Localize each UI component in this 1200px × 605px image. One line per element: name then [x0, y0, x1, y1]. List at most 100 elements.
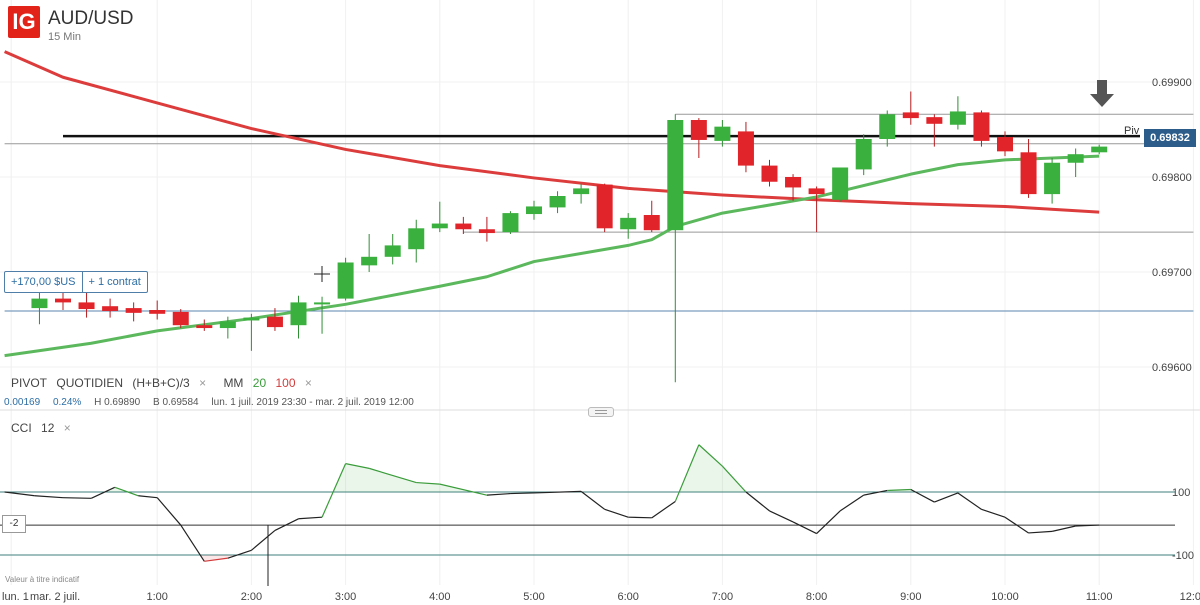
x-tick-label: 4:00: [429, 591, 450, 603]
timeframe-label[interactable]: 15 Min: [48, 31, 82, 43]
cci-line-segment: [910, 488, 935, 503]
cci-line-segment: [251, 529, 276, 551]
candle-body: [926, 117, 943, 124]
candle-body: [832, 167, 849, 200]
candle-body: [196, 325, 213, 329]
cci-line-segment: [533, 490, 582, 494]
cci-line-segment: [138, 495, 158, 499]
candle-body: [761, 165, 778, 182]
x-tick-label: 3:00: [335, 591, 356, 603]
x-tick-label: 2:00: [241, 591, 262, 603]
candle-body: [902, 112, 919, 119]
cci-line-segment: [416, 481, 440, 485]
cci-line-segment: [91, 486, 116, 499]
x-tick-label: lun. 1: [2, 591, 29, 603]
cci-name[interactable]: CCI: [11, 421, 32, 435]
cci-line-segment: [34, 495, 64, 499]
candle-body: [714, 126, 731, 141]
cci-line-segment: [227, 549, 252, 559]
levels: [4, 113, 1194, 312]
candle-body: [643, 215, 660, 231]
cci-line-segment: [4, 491, 35, 497]
candle-body: [361, 256, 378, 266]
pivot-label[interactable]: PIVOT: [11, 376, 48, 390]
cci-line-segment: [439, 483, 488, 496]
pivot-level-label: Piv: [1124, 125, 1140, 137]
candle-body: [997, 137, 1013, 152]
cci-line-segment: [204, 557, 228, 562]
cci-tick-label: -100: [1172, 550, 1194, 562]
cci-line-segment: [486, 492, 511, 496]
x-tick-label: 5:00: [523, 591, 544, 603]
x-tick-label: 1:00: [146, 591, 167, 603]
symbol-title[interactable]: AUD/USD: [48, 8, 134, 29]
x-tick-label: 8:00: [806, 591, 827, 603]
cci-tick-label: 100: [1172, 487, 1190, 499]
candles: [31, 91, 1108, 383]
y-tick-label: 0.69600: [1152, 362, 1192, 374]
cci-line-segment: [1004, 516, 1029, 534]
candle-body: [431, 223, 448, 229]
candle-body: [785, 177, 802, 188]
ig-logo: IG: [8, 6, 40, 38]
candle-body: [78, 302, 95, 310]
candle-body: [172, 311, 189, 326]
cci-legend: CCI 12 ×: [11, 421, 77, 435]
y-tick-label: 0.69700: [1152, 267, 1192, 279]
cci-line-segment: [114, 486, 139, 497]
cci-zone-fill: [333, 463, 474, 492]
position-badge[interactable]: +170,00 $US + 1 contrat: [4, 271, 148, 293]
cci-line-segment: [957, 492, 982, 510]
x-tick-label: 12:00: [1180, 591, 1200, 603]
cci-line-segment: [156, 497, 182, 526]
remove-cci-icon[interactable]: ×: [63, 421, 71, 435]
ma-slow-period: 100: [275, 376, 296, 390]
candle-body: [667, 120, 684, 231]
candle-body: [314, 302, 331, 305]
cci-zone-fill: [104, 487, 128, 492]
candle-body: [219, 321, 236, 329]
cci-period: 12: [41, 421, 55, 435]
remove-ma-icon[interactable]: ×: [304, 376, 312, 390]
cci-line-segment: [745, 491, 770, 512]
cci-line-segment: [298, 516, 323, 520]
cci-line-segment: [274, 518, 299, 531]
axes: 0.69600 0.69700 0.69800 0.69900 100 -100 lun. …: [2, 77, 1200, 603]
candle-body: [290, 302, 307, 326]
candle-body: [879, 114, 896, 139]
remove-pivot-icon[interactable]: ×: [199, 376, 207, 390]
candle-body: [596, 184, 613, 229]
x-tick-label: 7:00: [712, 591, 733, 603]
y-tick-label: 0.69800: [1152, 172, 1192, 184]
cci-line-segment: [674, 444, 700, 502]
cci-line-segment: [1051, 525, 1076, 532]
candle-body: [55, 298, 71, 303]
cci-line-segment: [62, 497, 92, 499]
cci-line-segment: [180, 524, 205, 562]
cci-line-segment: [698, 444, 723, 467]
cci-line-segment: [721, 465, 747, 493]
cci-plot: [0, 444, 1175, 586]
down-arrow-icon: [1090, 80, 1114, 107]
pivot-type: QUOTIDIEN: [56, 376, 124, 390]
candle-body: [620, 217, 637, 230]
low-value: B 0.69584: [153, 397, 199, 408]
cci-line-segment: [345, 463, 370, 469]
candle-body: [1067, 154, 1084, 163]
candle-body: [125, 308, 142, 313]
panel-resize-handle[interactable]: [588, 407, 614, 417]
position-contracts: + 1 contrat: [88, 276, 141, 288]
price-info-line: 0.00169 0.24% H 0.69890 B 0.69584 lun. 1…: [4, 397, 424, 408]
ma-label[interactable]: MM: [223, 376, 244, 390]
indicator-legend: PIVOT QUOTIDIEN (H+B+C)/3 × MM 20 100 ×: [11, 376, 318, 390]
candle-body: [102, 306, 119, 311]
candle-body: [573, 188, 590, 195]
x-tick-label: 9:00: [900, 591, 921, 603]
overlays: Piv: [314, 80, 1140, 282]
cci-line-segment: [368, 467, 417, 484]
x-tick-label: 6:00: [617, 591, 638, 603]
candle-body: [973, 112, 990, 141]
candle-body: [408, 228, 425, 250]
